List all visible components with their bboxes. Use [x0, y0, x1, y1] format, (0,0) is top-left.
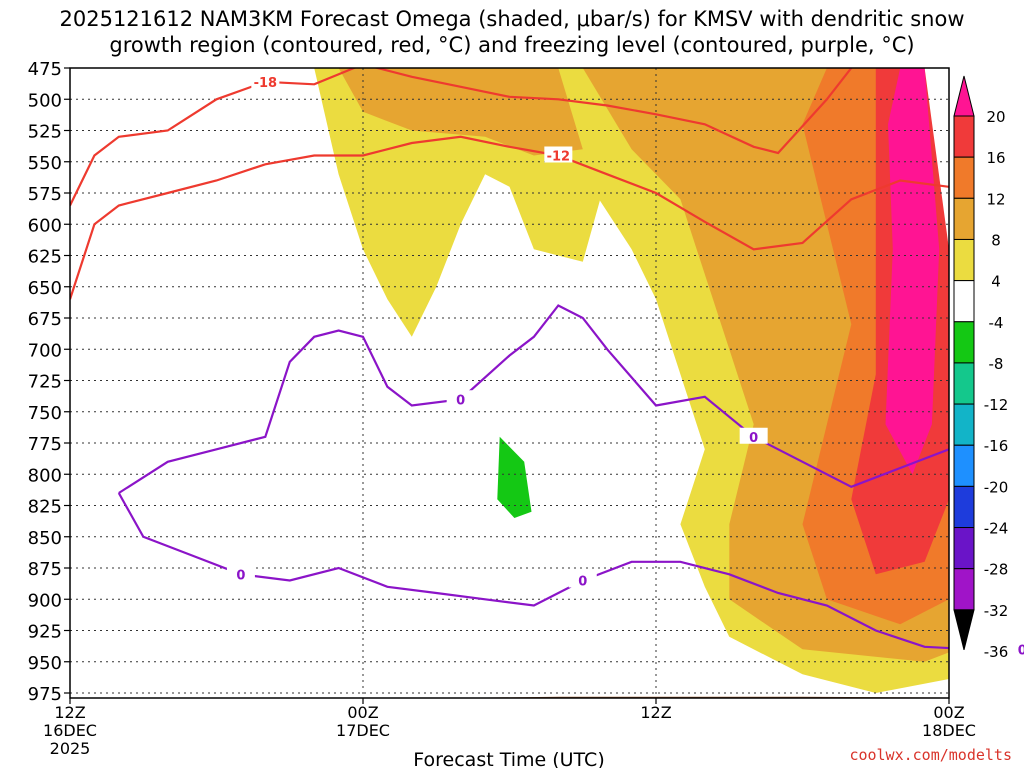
contour-label-0: -18 [254, 76, 278, 91]
contour-dendritic--18 [70, 68, 853, 206]
colorbar-label-6: -8 [989, 355, 1004, 373]
contour-label-bg-6 [568, 571, 597, 588]
x-tick-date-0: 16DEC [43, 721, 97, 740]
y-tick-label-750: 750 [28, 403, 62, 424]
colorbar-label-8: -16 [984, 437, 1009, 455]
omega-region-10 [497, 436, 532, 518]
colorbar-label-1: 16 [986, 149, 1005, 167]
contour-label-7: 0 [749, 431, 758, 446]
colorbar-label-13: -36 [984, 643, 1009, 661]
x-tick-date-12: 17DEC [336, 721, 390, 740]
omega-region-7 [1017, 68, 1024, 374]
colorbar-bin--16 [953, 403, 975, 446]
colorbar-bin-16 [953, 115, 975, 158]
x-tick-time-36: 00Z [933, 703, 964, 722]
x-axis-label: Forecast Time (UTC) [413, 749, 604, 768]
y-tick-label-700: 700 [28, 340, 62, 361]
site-credit: coolwx.com/modelts [849, 746, 1012, 764]
contour-label-bg-0 [251, 72, 280, 89]
colorbar-bin--12 [953, 362, 975, 405]
y-tick-label-550: 550 [28, 153, 62, 174]
colorbar-label-12: -32 [984, 602, 1009, 620]
y-tick-label-850: 850 [28, 528, 62, 549]
contour-label-6: 0 [578, 575, 587, 590]
contour-freezing-0-lower [117, 492, 949, 650]
contour-label-bg-1 [544, 146, 573, 163]
contour-label-bg-4 [446, 390, 475, 407]
colorbar-label-4: 4 [991, 273, 1001, 291]
colorbar-bin--20 [953, 444, 975, 487]
colorbar-top-arrow [953, 75, 975, 117]
colorbar-label-11: -28 [984, 561, 1009, 579]
y-tick-label-800: 800 [28, 465, 62, 486]
chart-title-line2: growth region (contoured, red, °C) and f… [109, 33, 915, 57]
y-tick-label-500: 500 [28, 90, 62, 111]
omega-region-6 [885, 68, 940, 475]
colorbar-bin--32 [953, 568, 975, 611]
colorbar-label-3: 8 [991, 231, 1001, 249]
contour-label-1: -12 [547, 150, 571, 165]
y-tick-label-575: 575 [28, 184, 62, 205]
colorbar-bin--8 [953, 321, 975, 364]
y-tick-label-950: 950 [28, 653, 62, 674]
y-tick-label-725: 725 [28, 372, 62, 393]
contour-label-8: 0 [1018, 643, 1024, 658]
contour-freezing-0 [118, 304, 949, 494]
y-tick-label-875: 875 [28, 559, 62, 580]
y-tick-label-775: 775 [28, 434, 62, 455]
y-tick-label-525: 525 [28, 122, 62, 143]
colorbar-bin-8 [953, 197, 975, 240]
contour-label-5: 0 [236, 568, 245, 583]
y-tick-label-925: 925 [28, 622, 62, 643]
x-tick-year-0: 2025 [50, 739, 91, 758]
x-tick-time-12: 00Z [347, 703, 378, 722]
y-tick-label-475: 475 [28, 59, 62, 80]
omega-region-3 [338, 68, 583, 156]
colorbar-label-2: 12 [986, 190, 1005, 208]
colorbar-bin--24 [953, 485, 975, 529]
colorbar-label-0: 20 [986, 108, 1005, 126]
colorbar-bin-12 [953, 156, 975, 199]
x-tick-time-0: 12Z [54, 703, 85, 722]
y-tick-label-600: 600 [28, 215, 62, 236]
contour-label-bg-5 [226, 565, 255, 582]
colorbar-label-5: -4 [989, 314, 1004, 332]
colorbar-label-9: -20 [984, 478, 1009, 496]
y-tick-label-625: 625 [28, 247, 62, 268]
contour-dendritic--12 [70, 135, 949, 300]
colorbar-bin--4 [953, 280, 975, 323]
x-tick-time-24: 12Z [640, 703, 671, 722]
plot-frame [69, 67, 950, 699]
colorbar-label-7: -12 [984, 396, 1009, 414]
colorbar-bottom-arrow [953, 609, 975, 650]
colorbar-bin--28 [953, 527, 975, 570]
x-tick-date-36: 18DEC [922, 721, 976, 740]
chart-title-line1: 2025121612 NAM3KM Forecast Omega (shaded… [59, 7, 965, 31]
colorbar-label-10: -24 [984, 520, 1009, 538]
contour-label-bg-7 [739, 427, 768, 444]
y-tick-label-975: 975 [28, 684, 62, 705]
contour-label-4: 0 [456, 393, 465, 408]
y-tick-label-675: 675 [28, 309, 62, 330]
y-tick-label-650: 650 [28, 278, 62, 299]
contour-label-bg-8 [1008, 640, 1024, 657]
y-tick-label-825: 825 [28, 497, 62, 518]
colorbar-bin-4 [953, 238, 975, 282]
y-tick-label-900: 900 [28, 590, 62, 611]
